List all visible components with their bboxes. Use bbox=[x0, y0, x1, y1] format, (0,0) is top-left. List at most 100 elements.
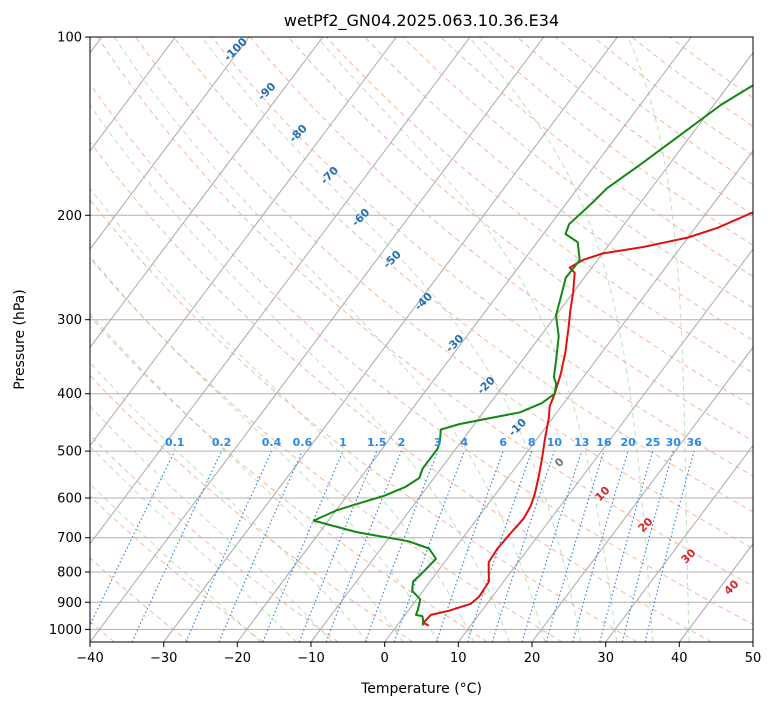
mixing-ratio-line bbox=[466, 450, 533, 642]
isotherm-line bbox=[457, 248, 753, 642]
mixing-ratio-line bbox=[218, 450, 303, 642]
x-tick-label: −10 bbox=[297, 651, 324, 666]
mixing-ratio-label: 8 bbox=[528, 436, 536, 449]
temperature-profile-line bbox=[422, 211, 753, 627]
mixing-ratio-line bbox=[572, 450, 629, 642]
dry-adiabat-line bbox=[211, 37, 753, 477]
moist-adiabat-line bbox=[90, 445, 297, 642]
moist-adiabat-line bbox=[90, 104, 510, 642]
mixing-ratio-line bbox=[545, 450, 605, 642]
series-layer bbox=[312, 84, 753, 627]
mixing-ratio-line bbox=[621, 450, 674, 642]
mixing-ratio-label: 6 bbox=[499, 436, 507, 449]
y-axis-label: Pressure (hPa) bbox=[12, 289, 28, 389]
y-tick-label: 800 bbox=[57, 566, 82, 581]
x-tick-label: 20 bbox=[524, 651, 541, 666]
x-tick-label: 50 bbox=[745, 651, 762, 666]
dry-adiabat-line bbox=[90, 83, 753, 625]
y-tick-label: 200 bbox=[57, 209, 82, 224]
isotherm-line bbox=[90, 37, 545, 642]
x-tick-label: −20 bbox=[224, 651, 251, 666]
mixing-ratio-label: 0.1 bbox=[165, 436, 185, 449]
mixing-ratio-label: 3 bbox=[434, 436, 442, 449]
dry-adiabat-line bbox=[173, 37, 753, 513]
moist-adiabat-line bbox=[90, 312, 404, 642]
isotherm-line bbox=[384, 150, 753, 642]
mixing-ratio-line bbox=[90, 450, 176, 627]
x-tick-label: −40 bbox=[76, 651, 103, 666]
chart-title: wetPf2_GN04.2025.063.10.36.E34 bbox=[284, 11, 559, 31]
mixing-ratio-label: 0.2 bbox=[212, 436, 232, 449]
mixing-ratio-line bbox=[185, 450, 273, 642]
x-axis-label: Temperature (°C) bbox=[360, 681, 482, 697]
mixing-ratio-line bbox=[393, 450, 465, 642]
mixing-ratio-line bbox=[262, 450, 344, 642]
moist-adiabat-line bbox=[90, 405, 333, 642]
mixing-ratio-line bbox=[644, 450, 695, 642]
mixing-ratio-line bbox=[521, 450, 583, 642]
moist-adiabat-line bbox=[316, 37, 618, 642]
x-tick-label: 10 bbox=[450, 651, 467, 666]
mixing-ratio-line bbox=[298, 450, 378, 642]
isotherm-line bbox=[90, 37, 324, 349]
mixing-ratio-label: 2 bbox=[398, 436, 406, 449]
isotherm-line bbox=[531, 346, 753, 642]
x-tick-label: −30 bbox=[150, 651, 177, 666]
y-tick-label: 300 bbox=[57, 313, 82, 328]
y-tick-label: 400 bbox=[57, 387, 82, 402]
dry-adiabat-line bbox=[287, 37, 753, 408]
moist-adiabat-line bbox=[468, 37, 654, 642]
mixing-ratio-line bbox=[435, 450, 504, 642]
moist-adiabat-line bbox=[90, 255, 439, 642]
axis-ticks: −40 −30 −20 −10 0 10 20 30 40 50 1000 900 800 700 600 5… bbox=[49, 31, 761, 667]
dry-adiabat-line bbox=[135, 37, 753, 550]
y-tick-label: 900 bbox=[57, 596, 82, 611]
x-tick-label: 0 bbox=[381, 651, 389, 666]
mixing-ratio-label: 25 bbox=[645, 436, 660, 449]
background-lines bbox=[90, 37, 753, 642]
mixing-ratio-label: 0.4 bbox=[262, 436, 282, 449]
dry-adiabat-line bbox=[90, 140, 712, 642]
dry-adiabat-line bbox=[90, 257, 563, 642]
y-tick-label: 1000 bbox=[49, 623, 82, 638]
y-tick-label: 500 bbox=[57, 445, 82, 460]
y-tick-label: 600 bbox=[57, 492, 82, 507]
moist-adiabat-line bbox=[90, 483, 261, 642]
dry-adiabat-line bbox=[402, 37, 753, 309]
mixing-ratio-label: 0.6 bbox=[293, 436, 313, 449]
moist-adiabat-line bbox=[627, 37, 690, 642]
x-tick-label: 30 bbox=[597, 651, 614, 666]
dry-adiabat-line bbox=[364, 37, 753, 341]
plot-frame bbox=[89, 36, 754, 643]
moist-adiabat-line bbox=[90, 361, 369, 642]
dry-adiabat-line bbox=[90, 198, 638, 642]
mixing-ratio-label: 1.5 bbox=[367, 436, 387, 449]
mixing-ratio-label: 10 bbox=[547, 436, 563, 449]
isotherm-line bbox=[90, 37, 397, 447]
mixing-ratio-label: 30 bbox=[666, 436, 682, 449]
mixing-ratio-label: 1 bbox=[339, 436, 347, 449]
dry-adiabat-line bbox=[96, 37, 753, 587]
y-tick-label: 100 bbox=[57, 31, 82, 46]
mixing-ratio-label: 13 bbox=[574, 436, 589, 449]
dry-adiabat-line bbox=[90, 374, 414, 642]
x-tick-label: 40 bbox=[671, 651, 688, 666]
y-tick-label: 700 bbox=[57, 531, 82, 546]
mixing-ratio-label: 36 bbox=[686, 436, 702, 449]
moist-adiabat-line bbox=[201, 37, 582, 642]
dewpoint-profile-line bbox=[312, 84, 753, 626]
isotherm-line bbox=[90, 37, 250, 250]
moist-adiabat-line bbox=[113, 37, 546, 642]
mixing-ratio-line bbox=[599, 450, 654, 642]
isotherm-line bbox=[163, 37, 618, 642]
dry-adiabat-line bbox=[90, 557, 190, 642]
moist-adiabat-line bbox=[90, 187, 475, 642]
isotherm-line bbox=[90, 37, 471, 545]
mixing-ratio-label: 20 bbox=[620, 436, 636, 449]
mixing-ratio-label: 16 bbox=[596, 436, 612, 449]
mixing-ratio-label: 4 bbox=[460, 436, 468, 449]
mixing-ratio-line bbox=[491, 450, 555, 642]
isotherm-line bbox=[90, 37, 176, 152]
isotherm-line bbox=[310, 51, 753, 642]
